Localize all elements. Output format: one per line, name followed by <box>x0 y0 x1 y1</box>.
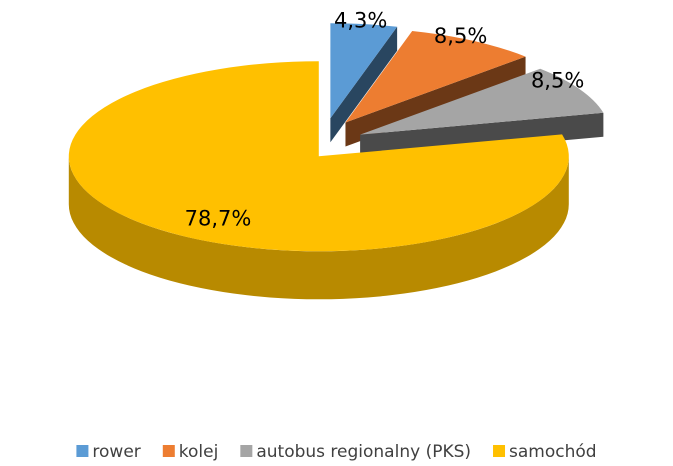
legend: rower kolej autobus regionalny (PKS) samoch… <box>76 442 597 462</box>
data-label: 8,5% <box>434 24 487 48</box>
legend-swatch <box>493 445 506 457</box>
slice <box>360 68 604 135</box>
legend-swatch <box>76 445 89 457</box>
data-label: 78,7% <box>185 207 252 231</box>
slice-edge <box>330 26 398 143</box>
legend-swatch <box>240 445 253 457</box>
slice <box>345 30 526 123</box>
slice <box>330 23 398 119</box>
legend-label: rower <box>92 442 140 462</box>
legend-label: samochód <box>509 442 597 462</box>
legend-label: kolej <box>179 442 219 462</box>
legend-swatch <box>162 445 175 457</box>
slice-side <box>68 156 569 300</box>
legend-label: autobus regionalny (PKS) <box>256 442 471 462</box>
slice-tops <box>68 23 604 252</box>
data-label: 4,3% <box>334 9 387 33</box>
slice <box>68 61 569 252</box>
data-label: 8,5% <box>531 69 584 93</box>
